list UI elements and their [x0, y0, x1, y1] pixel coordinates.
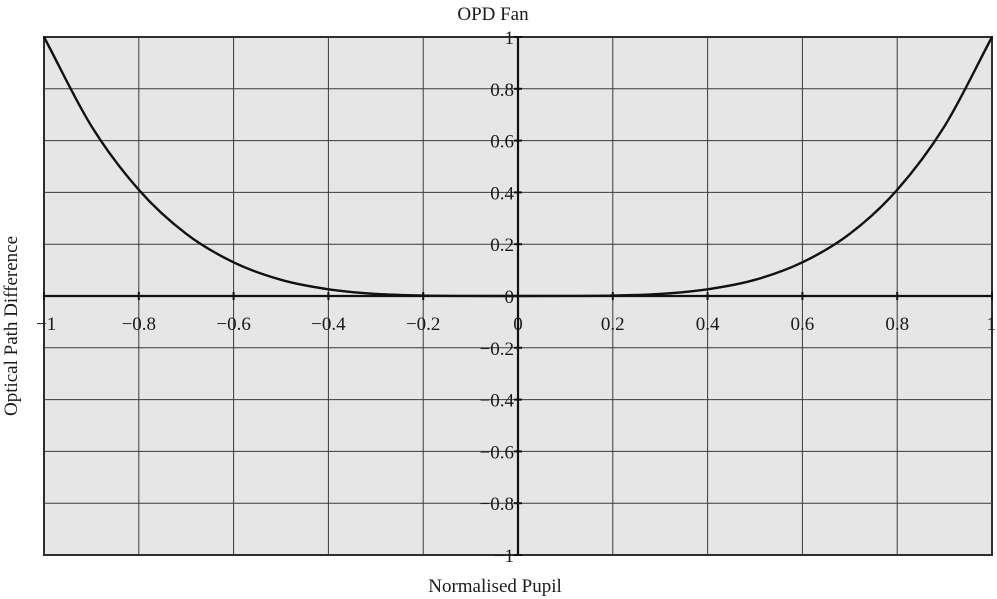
series-layer — [42, 36, 994, 298]
y-tick-label-5: 0 — [505, 287, 515, 308]
x-tick-label-2: −0.6 — [216, 314, 250, 335]
chart-title: OPD Fan — [457, 4, 529, 25]
series-line-0 — [42, 36, 994, 298]
x-tick-label-0: −1 — [36, 314, 56, 335]
x-tick-label-6: 0.2 — [601, 314, 625, 335]
x-tick-label-3: −0.4 — [311, 314, 346, 335]
x-axis-label: Normalised Pupil — [428, 576, 562, 597]
y-tick-label-8: −0.6 — [480, 442, 514, 463]
y-axis-label: Optical Path Difference — [1, 236, 22, 416]
x-tick-label-9: 0.8 — [885, 314, 909, 335]
x-tick-label-1: −0.8 — [122, 314, 156, 335]
y-tick-label-2: 0.6 — [490, 132, 514, 153]
x-tick-label-7: 0.4 — [696, 314, 720, 335]
x-tick-label-4: −0.2 — [406, 314, 440, 335]
x-tick-label-5: 0 — [513, 314, 523, 335]
y-tick-label-9: −0.8 — [480, 494, 514, 515]
x-tick-label-10: 1 — [987, 314, 997, 335]
y-tick-label-6: −0.2 — [480, 339, 514, 360]
y-tick-label-1: 0.8 — [490, 80, 514, 101]
y-tick-label-7: −0.4 — [480, 391, 515, 412]
y-tick-label-3: 0.4 — [490, 183, 514, 204]
y-tick-label-10: −1 — [494, 546, 514, 567]
x-tick-label-8: 0.6 — [791, 314, 815, 335]
y-tick-label-0: 1 — [505, 28, 515, 49]
y-tick-label-4: 0.2 — [490, 235, 514, 256]
y-tick-labels: 1 0.8 0.6 0.4 0.2 0 −0.2 −0.4 −0.6 −0.8 −1 — [480, 28, 515, 567]
x-tick-labels: −1 −0.8 −0.6 −0.4 −0.2 0 0.2 0.4 0.6 0.8 1 — [36, 314, 996, 335]
